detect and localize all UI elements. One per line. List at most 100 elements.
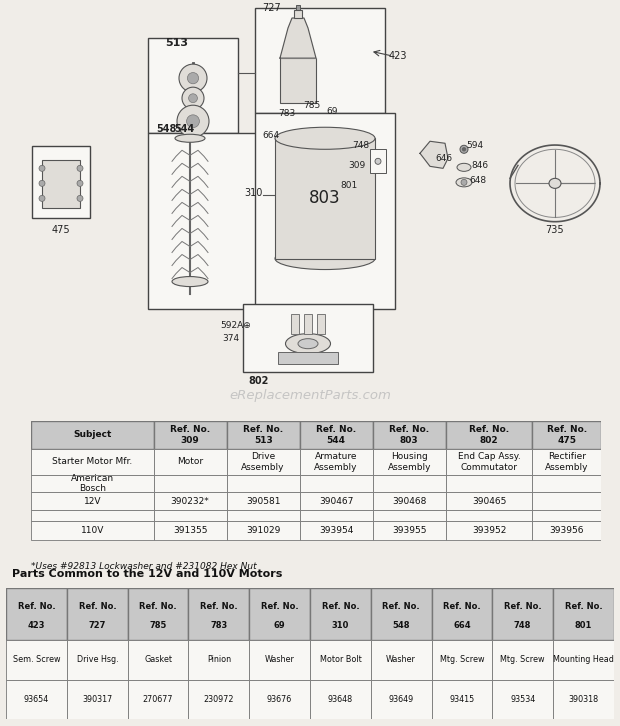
Ellipse shape (549, 179, 561, 188)
Bar (446, 492, 533, 510)
Bar (446, 510, 533, 521)
Bar (446, 421, 533, 449)
Text: 802: 802 (248, 376, 268, 386)
Bar (6, 588, 67, 640)
Bar (6, 640, 67, 680)
Circle shape (179, 64, 207, 92)
Bar (310, 680, 371, 719)
Bar (31, 510, 154, 521)
Bar (304, 314, 312, 334)
Text: 785: 785 (303, 101, 321, 110)
Bar (278, 351, 338, 364)
Bar (275, 138, 375, 258)
Text: Motor Bolt: Motor Bolt (319, 656, 361, 664)
Bar (299, 449, 373, 475)
Text: 803: 803 (309, 189, 341, 208)
Bar (31, 421, 154, 449)
Bar (227, 449, 299, 475)
Text: Rectifier
Assembly: Rectifier Assembly (545, 452, 588, 471)
Circle shape (188, 94, 197, 102)
Bar (67, 640, 128, 680)
Text: *Uses #92813 Lockwasher and #231082 Hex Nut: *Uses #92813 Lockwasher and #231082 Hex … (31, 563, 257, 571)
Bar (299, 421, 373, 449)
Text: Parts Common to the 12V and 110V Motors: Parts Common to the 12V and 110V Motors (12, 568, 283, 579)
Polygon shape (420, 142, 448, 168)
Text: Ref. No.: Ref. No. (383, 602, 420, 611)
Text: 310: 310 (244, 188, 262, 198)
Circle shape (177, 105, 209, 137)
Bar (31, 475, 154, 492)
Circle shape (77, 166, 83, 171)
Bar (67, 680, 128, 719)
Text: 727: 727 (89, 621, 106, 630)
Bar (432, 588, 492, 640)
Text: American
Bosch: American Bosch (71, 473, 114, 493)
Text: Subject: Subject (73, 431, 112, 439)
Bar (249, 640, 310, 680)
Text: 309: 309 (348, 161, 365, 170)
Ellipse shape (172, 277, 208, 287)
Bar (533, 521, 601, 539)
Ellipse shape (175, 134, 205, 142)
Bar (446, 475, 533, 492)
Bar (249, 588, 310, 640)
Ellipse shape (298, 338, 318, 348)
Text: 69: 69 (274, 621, 285, 630)
Text: Ref. No.: Ref. No. (18, 602, 55, 611)
Bar (533, 475, 601, 492)
Text: 748: 748 (352, 141, 369, 150)
Text: 393956: 393956 (550, 526, 584, 535)
Circle shape (463, 148, 466, 151)
Text: 475: 475 (51, 226, 70, 235)
Bar (31, 492, 154, 510)
Circle shape (182, 87, 204, 109)
Text: Ref. No.: Ref. No. (322, 602, 359, 611)
Bar (31, 521, 154, 539)
Bar (6, 680, 67, 719)
Text: 594: 594 (466, 141, 483, 150)
Text: 664: 664 (453, 621, 471, 630)
Bar (310, 640, 371, 680)
Text: Mounting Head: Mounting Head (553, 656, 614, 664)
Text: Pinion: Pinion (207, 656, 231, 664)
Bar (154, 449, 227, 475)
Bar (373, 475, 446, 492)
Bar (310, 588, 371, 640)
Text: 846: 846 (471, 161, 488, 170)
Circle shape (187, 115, 200, 128)
Text: Ref. No.: Ref. No. (504, 602, 541, 611)
Bar (371, 640, 432, 680)
Circle shape (461, 179, 467, 185)
Bar (373, 510, 446, 521)
Bar (533, 449, 601, 475)
Bar (255, 8, 385, 113)
Bar (67, 588, 128, 640)
Circle shape (39, 195, 45, 201)
Bar (553, 680, 614, 719)
Text: Sem. Screw: Sem. Screw (13, 656, 60, 664)
Text: Mtg. Screw: Mtg. Screw (500, 656, 545, 664)
Bar (128, 680, 188, 719)
Text: 390581: 390581 (246, 497, 280, 505)
Circle shape (187, 73, 198, 83)
Circle shape (460, 145, 468, 153)
Ellipse shape (456, 178, 472, 187)
Bar (296, 5, 300, 10)
Bar (227, 521, 299, 539)
Bar (371, 680, 432, 719)
Bar (299, 521, 373, 539)
Bar (128, 640, 188, 680)
Bar (432, 680, 492, 719)
Ellipse shape (285, 334, 330, 354)
Bar (492, 640, 553, 680)
Bar (446, 449, 533, 475)
Text: Housing
Assembly: Housing Assembly (388, 452, 431, 471)
Text: Motor: Motor (177, 457, 203, 466)
Text: 393955: 393955 (392, 526, 427, 535)
Text: 93415: 93415 (450, 695, 474, 703)
Text: Ref. No.: Ref. No. (443, 602, 480, 611)
Text: 93654: 93654 (24, 695, 49, 703)
Text: 592A⊕: 592A⊕ (220, 321, 250, 330)
Text: 390465: 390465 (472, 497, 506, 505)
Bar (294, 10, 302, 18)
